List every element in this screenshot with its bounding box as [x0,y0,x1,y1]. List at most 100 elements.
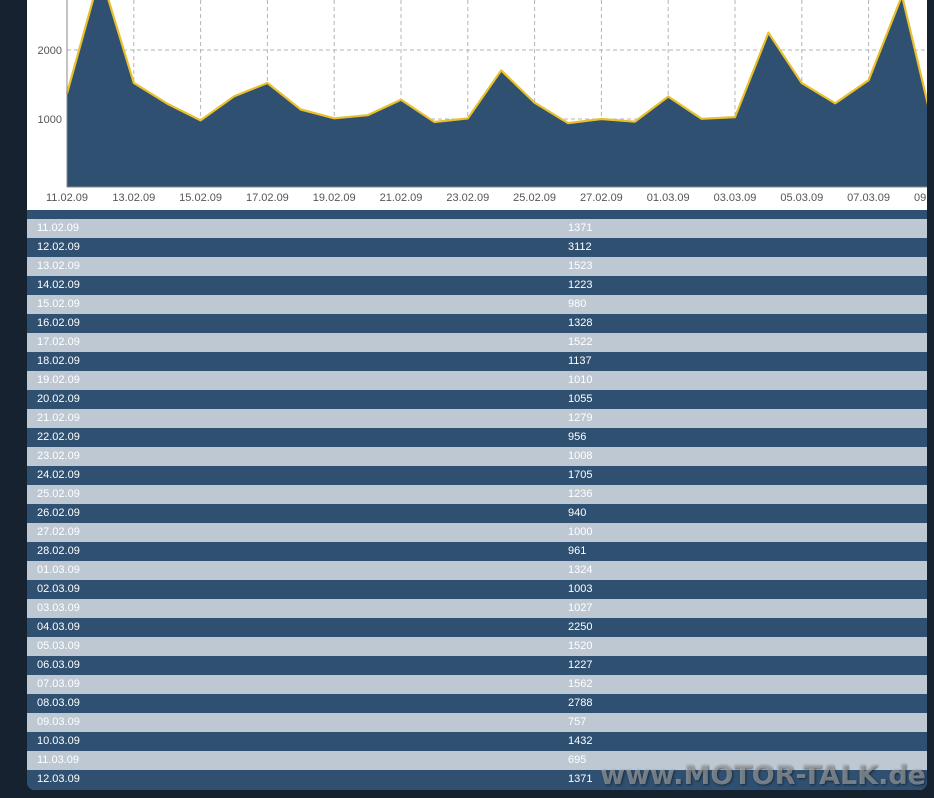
row-date: 13.02.09 [37,260,80,272]
row-date: 11.03.09 [37,754,80,766]
row-date: 06.03.09 [37,659,80,671]
row-date: 04.03.09 [37,621,80,633]
row-value: 1520 [568,640,593,652]
row-value: 1328 [568,317,593,329]
row-date: 26.02.09 [37,507,80,519]
table-row: 25.02.09 1236 [27,485,927,504]
table-row: 09.03.09 757 [27,713,927,732]
x-tick-label: 17.02.09 [246,192,289,204]
row-date: 25.02.09 [37,488,80,500]
watermark-text: www.MOTOR-TALK.de [600,760,926,791]
row-value: 1236 [568,488,593,500]
row-value: 2788 [568,697,593,709]
x-tick-label: 13.02.09 [112,192,155,204]
y-tick-label: 2000 [38,45,62,57]
row-value: 940 [568,507,587,519]
x-tick-label: 19.02.09 [313,192,356,204]
row-value: 757 [568,716,587,728]
table-row: 03.03.09 1027 [27,599,927,618]
row-value: 961 [568,545,587,557]
table-row: 11.03.09 695 [27,751,927,770]
x-tick-label: 27.02.09 [580,192,623,204]
table-row: 04.03.09 2250 [27,618,927,637]
row-value: 1279 [568,412,593,424]
x-tick-label: 09.03.09 [914,192,927,204]
row-date: 07.03.09 [37,678,80,690]
row-date: 20.02.09 [37,393,80,405]
table-row: 06.03.09 1227 [27,656,927,675]
stats-panel: 1000 2000 11.02.09 13.02.09 15.02.09 17.02.09… [27,0,927,790]
table-row: 05.03.09 1520 [27,637,927,656]
row-date: 02.03.09 [37,583,80,595]
row-date: 27.02.09 [37,526,80,538]
table-row: 21.02.09 1279 [27,409,927,428]
row-value: 1010 [568,374,593,386]
row-date: 21.02.09 [37,412,80,424]
row-date: 23.02.09 [37,450,80,462]
table-row: 24.02.09 1705 [27,466,927,485]
row-value: 1027 [568,602,593,614]
table-row: 12.03.09 1371 [27,770,927,789]
table-row: 02.03.09 1003 [27,580,927,599]
row-value: 1137 [568,355,592,367]
daily-area-chart: 1000 2000 11.02.09 13.02.09 15.02.09 17.02.09… [38,0,927,204]
table-row: 15.02.09 980 [27,295,927,314]
data-table: 11.02.09 1371 12.02.09 3112 13.02.09 1523 14.0… [27,210,927,790]
row-date: 09.03.09 [37,716,80,728]
table-row: 27.02.09 1000 [27,523,927,542]
row-date: 11.02.09 [37,222,80,234]
table-body: 11.02.09 1371 12.02.09 3112 13.02.09 1523 14.0… [27,219,927,789]
x-tick-label: 05.03.09 [780,192,823,204]
x-tick-label: 03.03.09 [714,192,757,204]
row-value: 956 [568,431,587,443]
row-date: 08.03.09 [37,697,80,709]
table-row: 14.02.09 1223 [27,276,927,295]
row-date: 10.03.09 [37,735,80,747]
row-value: 1371 [568,773,593,785]
x-tick-label: 25.02.09 [513,192,556,204]
row-date: 19.02.09 [37,374,80,386]
x-tick-label: 15.02.09 [179,192,222,204]
table-row: 23.02.09 1008 [27,447,927,466]
row-date: 12.02.09 [37,241,80,253]
table-row: 08.03.09 2788 [27,694,927,713]
row-value: 1223 [568,279,593,291]
x-tick-label: 07.03.09 [847,192,890,204]
row-value: 1523 [568,260,593,272]
row-date: 03.03.09 [37,602,80,614]
row-date: 18.02.09 [37,355,80,367]
row-value: 1227 [568,659,593,671]
row-value: 1522 [568,336,593,348]
row-value: 1000 [568,526,593,538]
row-date: 01.03.09 [37,564,80,576]
row-value: 1008 [568,450,593,462]
series-line [65,0,927,125]
x-tick-label: 01.03.09 [647,192,690,204]
row-date: 05.03.09 [37,640,80,652]
row-date: 17.02.09 [37,336,80,348]
row-value: 1324 [568,564,593,576]
row-date: 14.02.09 [37,279,80,291]
row-date: 28.02.09 [37,545,80,557]
table-row: 28.02.09 961 [27,542,927,561]
row-value: 1055 [568,393,593,405]
table-row: 26.02.09 940 [27,504,927,523]
row-value: 1003 [568,583,593,595]
table-row: 13.02.09 1523 [27,257,927,276]
table-row: 19.02.09 1010 [27,371,927,390]
row-value: 3112 [568,241,592,253]
area-fill [67,0,927,187]
table-row: 22.02.09 956 [27,428,927,447]
row-value: 695 [568,754,587,766]
row-value: 2250 [568,621,593,633]
row-date: 24.02.09 [37,469,80,481]
table-row: 01.03.09 1324 [27,561,927,580]
row-date: 16.02.09 [37,317,80,329]
table-row: 17.02.09 1522 [27,333,927,352]
table-row: 20.02.09 1055 [27,390,927,409]
y-tick-label: 1000 [38,114,62,126]
x-tick-label: 23.02.09 [446,192,489,204]
row-date: 15.02.09 [37,298,80,310]
table-row: 07.03.09 1562 [27,675,927,694]
table-row: 12.02.09 3112 [27,238,927,257]
